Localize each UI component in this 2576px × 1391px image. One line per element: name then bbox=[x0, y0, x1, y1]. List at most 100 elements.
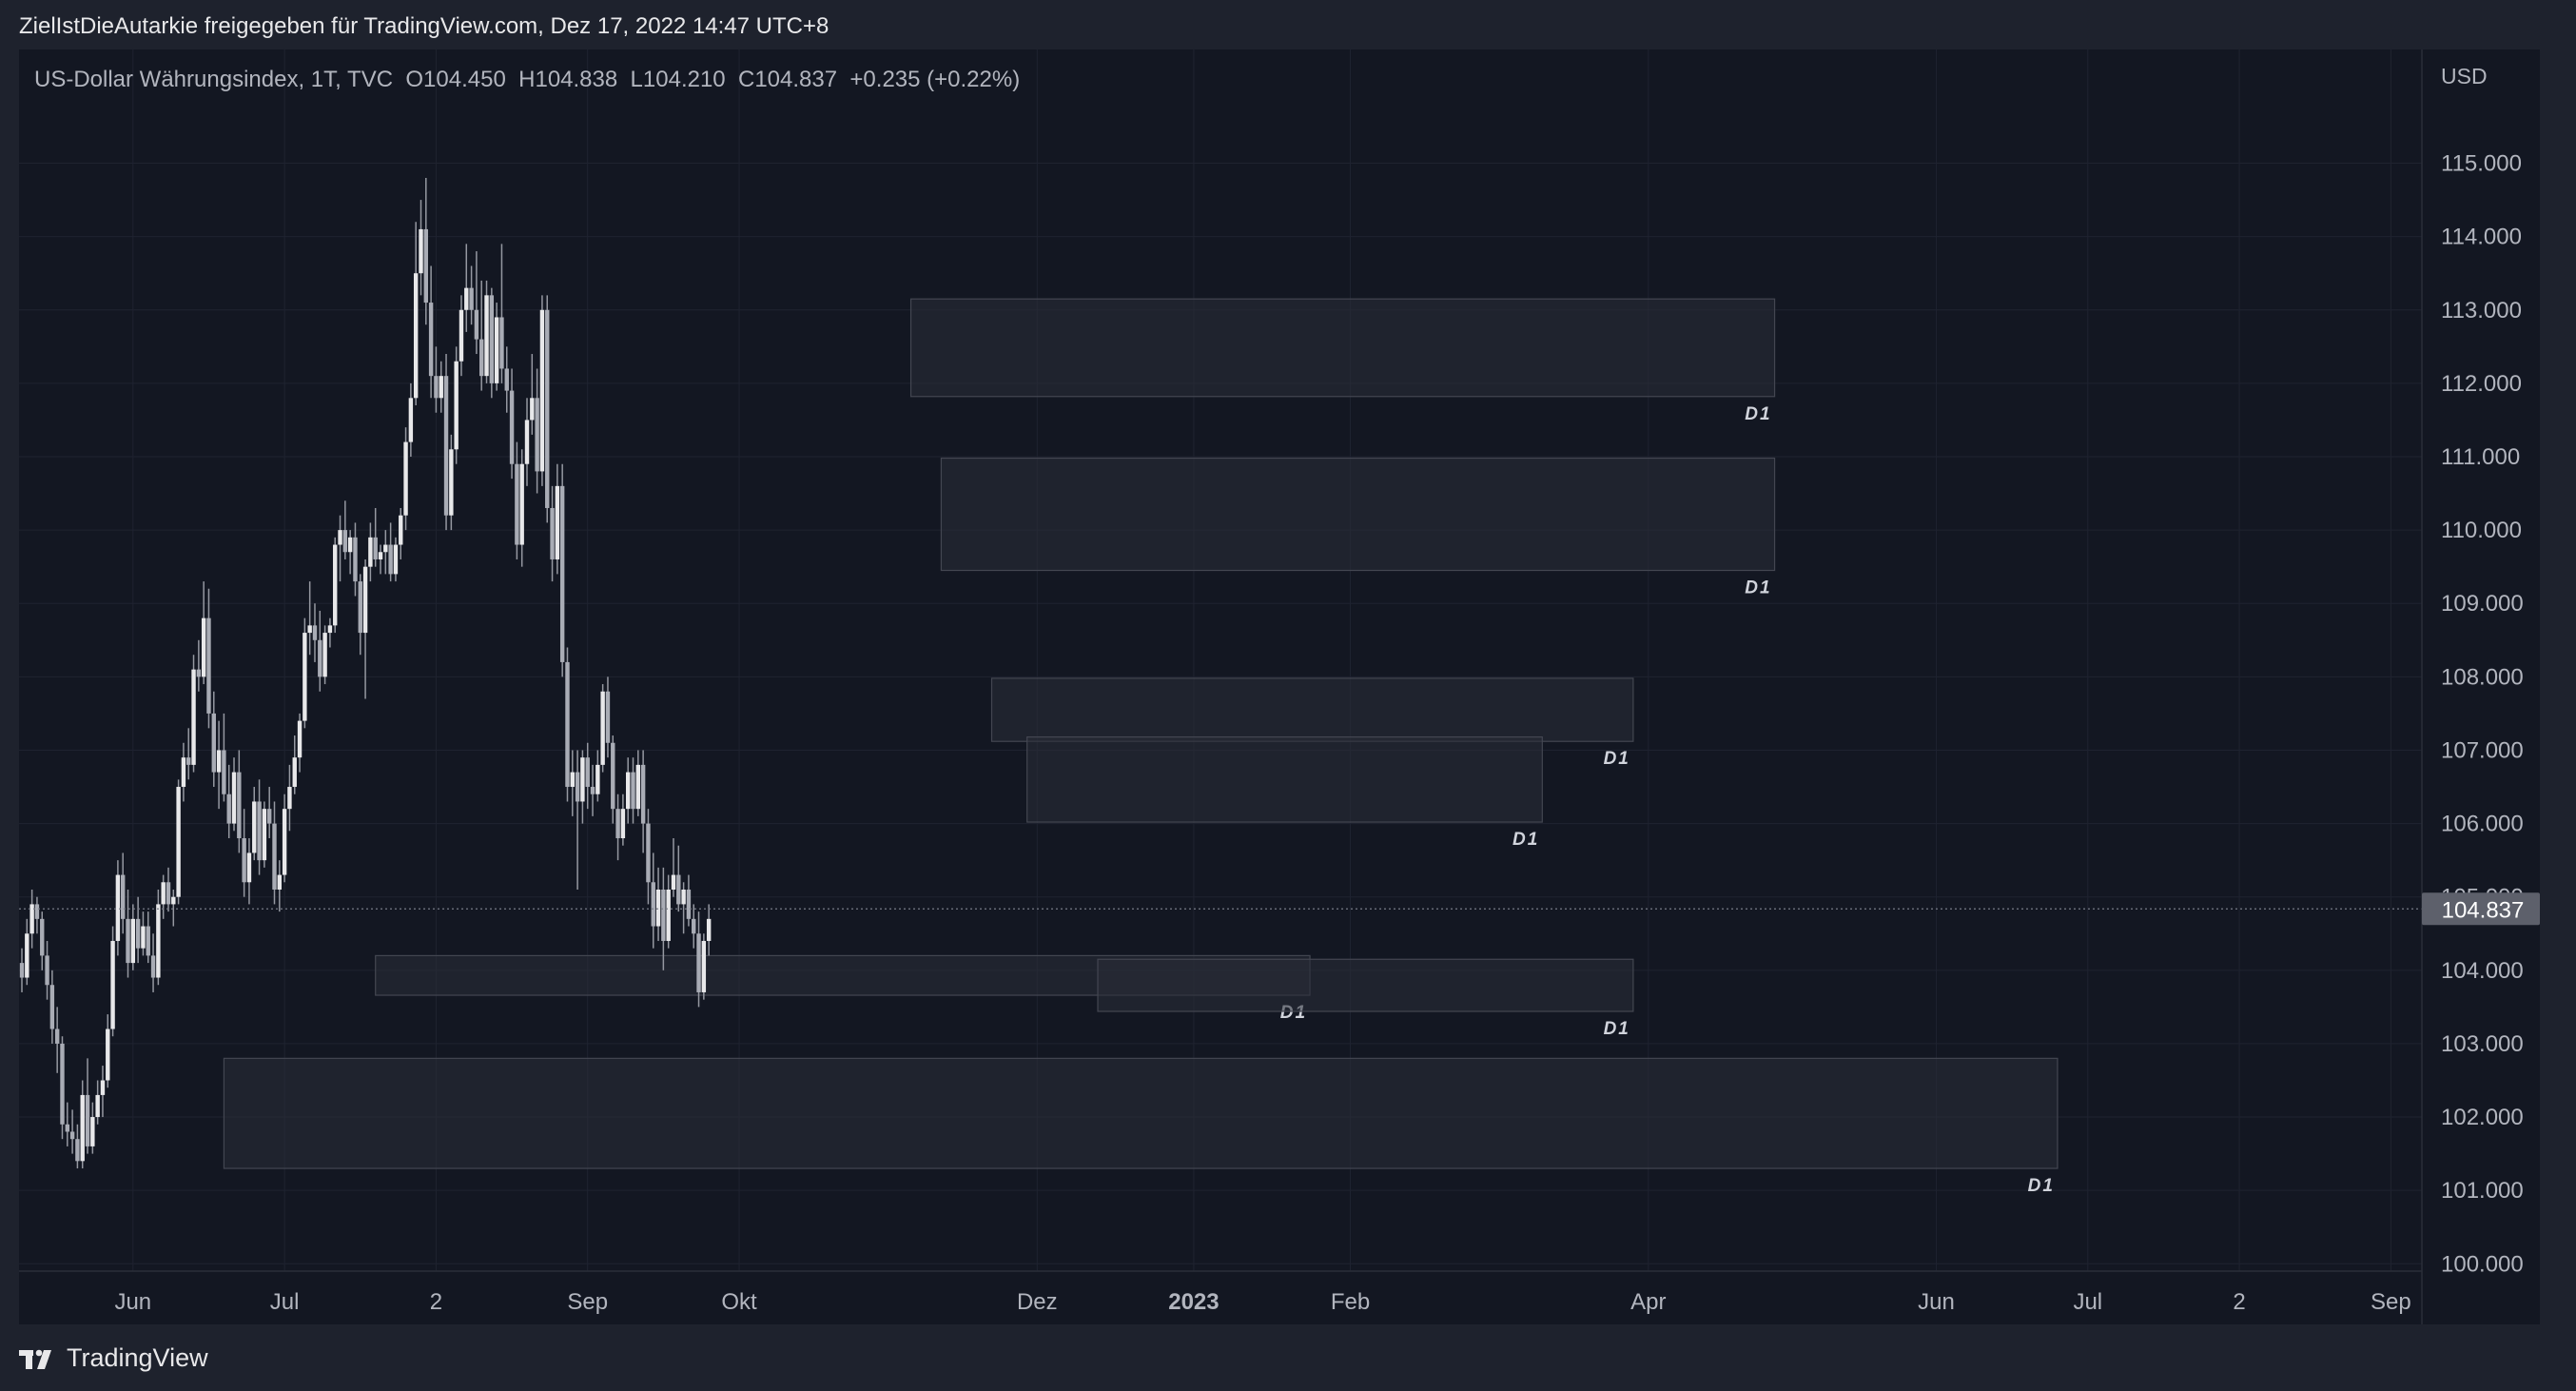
brand-name: TradingView bbox=[67, 1343, 208, 1372]
candle-body bbox=[494, 317, 499, 383]
candle-body bbox=[620, 809, 626, 839]
candle-body bbox=[559, 485, 565, 662]
price-tick-label: 114.000 bbox=[2441, 225, 2522, 250]
candle-body bbox=[362, 566, 368, 634]
candle-body bbox=[535, 398, 539, 472]
candle-body bbox=[29, 904, 34, 934]
candle-body bbox=[358, 581, 362, 634]
zone-label: D1 bbox=[1745, 404, 1771, 424]
candle-body bbox=[459, 309, 464, 362]
zone-box bbox=[940, 457, 1776, 572]
candle-body bbox=[287, 787, 292, 810]
publisher-line: ZielIstDieAutarkie freigegeben für Tradi… bbox=[19, 13, 829, 39]
candle-body bbox=[216, 750, 222, 773]
zone-box bbox=[1097, 958, 1634, 1012]
candle-body bbox=[100, 1080, 106, 1095]
candle-body bbox=[600, 691, 605, 765]
candle-body bbox=[464, 287, 469, 310]
candle-body bbox=[696, 933, 701, 992]
candle-body bbox=[231, 772, 237, 824]
symbol-legend: US-Dollar Währungsindex, 1T, TVC O104.45… bbox=[34, 67, 1020, 93]
candle-body bbox=[307, 625, 312, 634]
zone-label: D1 bbox=[2028, 1176, 2055, 1196]
candle-body bbox=[605, 691, 611, 743]
candle-body bbox=[489, 295, 495, 383]
candle-body bbox=[706, 918, 712, 941]
time-tick-label: Jul bbox=[2073, 1289, 2102, 1315]
candle-body bbox=[701, 940, 707, 992]
candle-body bbox=[469, 287, 474, 310]
price-tick-label: 111.000 bbox=[2441, 444, 2520, 470]
time-tick-label: Feb bbox=[1331, 1289, 1370, 1315]
candle-body bbox=[292, 757, 297, 788]
time-tick-label: Dez bbox=[1017, 1289, 1058, 1315]
candle-body bbox=[252, 801, 257, 853]
candle-body bbox=[297, 720, 302, 758]
candle-body bbox=[555, 485, 560, 559]
candle-body bbox=[580, 757, 585, 802]
candle-body bbox=[661, 889, 666, 941]
candle-body bbox=[25, 933, 29, 978]
price-tick-label: 113.000 bbox=[2441, 298, 2522, 323]
candle-body bbox=[403, 441, 408, 516]
candle-body bbox=[565, 661, 570, 788]
candle-body bbox=[277, 874, 283, 890]
time-tick-label: Jun bbox=[1918, 1289, 1955, 1315]
candle-body bbox=[413, 273, 419, 399]
candle-body bbox=[135, 918, 141, 949]
candle-body bbox=[575, 772, 580, 802]
zone-box bbox=[1026, 735, 1543, 823]
price-tick-label: 109.000 bbox=[2441, 591, 2524, 617]
time-tick-label: Okt bbox=[721, 1289, 757, 1315]
time-tick-label: Jul bbox=[270, 1289, 300, 1315]
candle-body bbox=[115, 874, 121, 941]
candle-body bbox=[347, 537, 353, 553]
candle-body bbox=[692, 918, 696, 934]
candle-body bbox=[181, 757, 186, 788]
candle-body bbox=[95, 1094, 100, 1118]
candle-body bbox=[686, 889, 692, 919]
price-tick-label: 107.000 bbox=[2441, 737, 2524, 763]
candle-body bbox=[222, 750, 226, 794]
candle-body bbox=[615, 809, 620, 839]
candle-body bbox=[671, 874, 676, 890]
candle-body bbox=[519, 463, 524, 545]
candle-body bbox=[146, 926, 150, 956]
candle-body bbox=[54, 1029, 60, 1044]
candle-body bbox=[499, 317, 504, 369]
candle-body bbox=[419, 228, 423, 274]
candle-body bbox=[171, 896, 176, 905]
candle-body bbox=[539, 309, 545, 472]
candle-body bbox=[676, 874, 681, 905]
candle-body bbox=[166, 882, 171, 905]
candle-body bbox=[176, 787, 181, 897]
symbol-name: US-Dollar Währungsindex, 1T, TVC bbox=[34, 67, 394, 92]
zone-label: D1 bbox=[1745, 578, 1771, 598]
candle-body bbox=[408, 398, 414, 442]
candle-body bbox=[242, 838, 246, 883]
candle-body bbox=[545, 309, 550, 508]
candle-body bbox=[19, 963, 25, 978]
candle-body bbox=[75, 1139, 80, 1162]
candle-body bbox=[368, 537, 373, 567]
candle-body bbox=[121, 874, 126, 919]
candle-body bbox=[161, 882, 166, 905]
candle-body bbox=[399, 515, 403, 545]
chart-frame: D1 D1 D1 D1 D1 D1 D1 USD 115.000 114.000 113.000 1… bbox=[19, 49, 2540, 1324]
candle-body bbox=[524, 420, 530, 464]
currency-label: USD bbox=[2441, 64, 2488, 88]
time-tick-label: 2 bbox=[430, 1289, 442, 1315]
candle-body bbox=[342, 530, 348, 553]
candle-body bbox=[302, 633, 307, 721]
tradingview-brand[interactable]: TradingView bbox=[19, 1343, 208, 1373]
candle-body bbox=[530, 398, 535, 421]
candle-body bbox=[110, 940, 115, 1029]
price-tick-label: 112.000 bbox=[2441, 371, 2522, 397]
candle-body bbox=[646, 823, 651, 883]
candle-body bbox=[106, 1029, 110, 1081]
candle-body bbox=[383, 544, 388, 553]
time-tick-label: 2023 bbox=[1168, 1289, 1219, 1315]
time-tick-label: Sep bbox=[567, 1289, 608, 1315]
